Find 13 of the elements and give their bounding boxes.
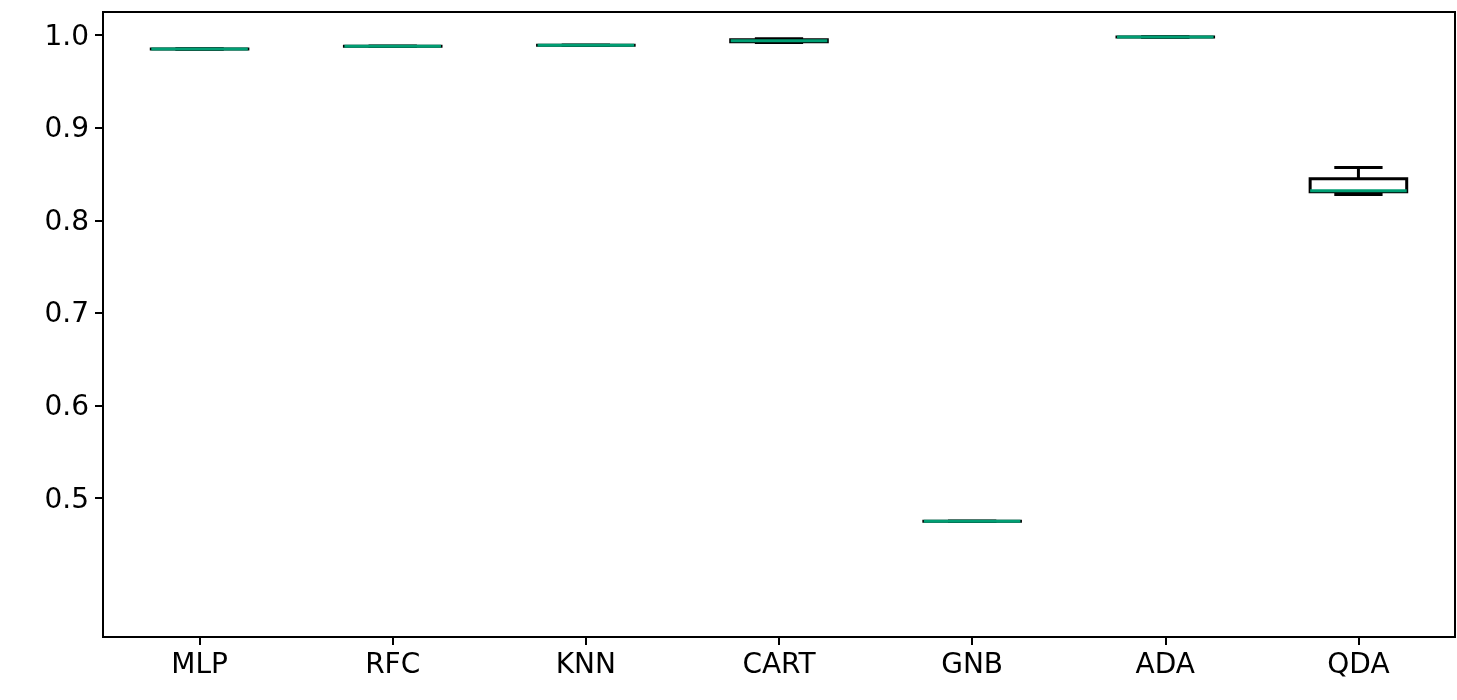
x-tick-label: MLP [171, 646, 228, 680]
y-tick-label: 0.5 [44, 481, 89, 515]
y-tick-label: 0.9 [44, 111, 89, 145]
x-tick-label: ADA [1135, 646, 1195, 680]
x-tick-label: KNN [555, 646, 616, 680]
x-tick-label: GNB [941, 646, 1004, 680]
x-tick-label: RFC [365, 646, 421, 680]
y-tick-label: 0.8 [44, 203, 89, 237]
y-tick-label: 1.0 [44, 18, 89, 52]
x-tick-label: QDA [1327, 646, 1390, 680]
x-tick-label: CART [742, 646, 817, 680]
y-tick-label: 0.6 [44, 389, 89, 423]
y-tick-label: 0.7 [44, 296, 89, 330]
